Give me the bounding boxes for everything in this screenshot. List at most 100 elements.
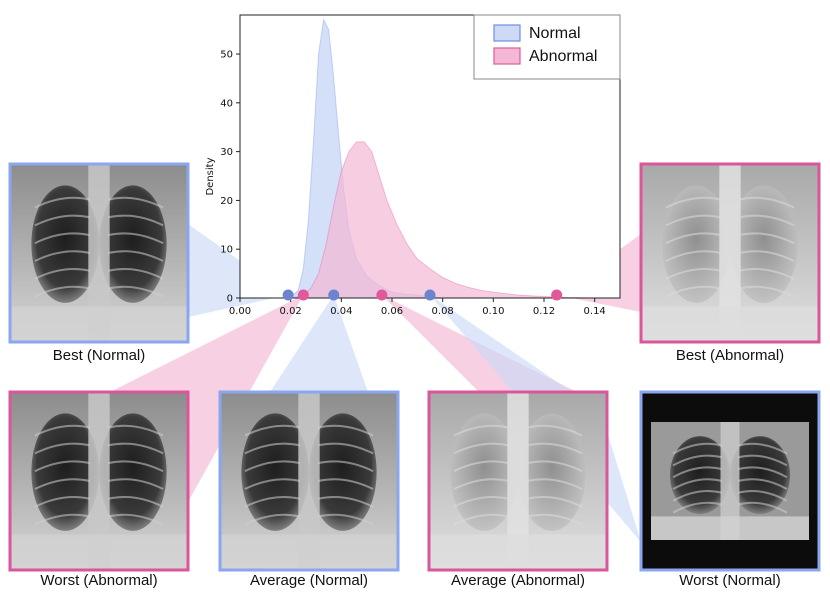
rib bbox=[665, 250, 722, 262]
rib bbox=[107, 460, 164, 473]
haze bbox=[641, 164, 819, 342]
y-tick-label: 0 bbox=[227, 294, 233, 305]
y-tick-label: 50 bbox=[220, 50, 233, 61]
abdomen bbox=[10, 534, 188, 570]
rib bbox=[665, 196, 722, 209]
rib bbox=[107, 424, 164, 437]
abdomen bbox=[641, 306, 819, 342]
rib bbox=[453, 424, 510, 437]
marker-normal bbox=[328, 289, 340, 301]
rib bbox=[34, 496, 91, 508]
rib bbox=[317, 478, 374, 490]
spine bbox=[719, 164, 741, 342]
rib bbox=[34, 460, 91, 473]
thumbnail-border bbox=[218, 390, 400, 572]
thumbnail-border bbox=[8, 162, 190, 344]
thumbnail-border bbox=[427, 390, 609, 572]
rib bbox=[453, 460, 510, 473]
x-tick-label: 0.00 bbox=[229, 306, 251, 317]
caption-best-abnormal: Best (Abnormal) bbox=[675, 347, 785, 364]
rib bbox=[738, 285, 795, 298]
rib bbox=[737, 442, 788, 455]
rib bbox=[107, 285, 164, 298]
rib bbox=[244, 478, 301, 490]
marker-abnormal bbox=[551, 289, 563, 301]
rib bbox=[34, 442, 91, 455]
rib bbox=[737, 501, 788, 514]
caption-worst-abnormal: Worst (Abnormal) bbox=[40, 572, 158, 589]
rib bbox=[244, 442, 301, 455]
thumbnail-average-abnormal bbox=[427, 390, 609, 572]
rib bbox=[34, 214, 91, 227]
marker-normal bbox=[282, 289, 294, 301]
x-tick-label: 0.04 bbox=[330, 306, 352, 317]
rib bbox=[107, 196, 164, 209]
rib bbox=[665, 214, 722, 227]
xray-thumbnails bbox=[8, 162, 821, 572]
abdomen bbox=[429, 534, 607, 570]
spine bbox=[720, 422, 740, 540]
rib bbox=[526, 496, 583, 508]
thumbnail-border bbox=[8, 390, 190, 572]
rib bbox=[244, 496, 301, 508]
rib bbox=[737, 454, 788, 467]
rib bbox=[34, 424, 91, 437]
abdomen bbox=[651, 516, 809, 540]
x-tick-label: 0.06 bbox=[381, 306, 403, 317]
y-tick-label: 30 bbox=[220, 147, 233, 158]
wedge-average-abnormal bbox=[381, 295, 577, 392]
rib bbox=[244, 460, 301, 473]
legend-label-normal: Normal bbox=[529, 25, 581, 42]
rib bbox=[738, 268, 795, 280]
y-tick-label: 20 bbox=[220, 196, 233, 207]
rib bbox=[244, 513, 301, 526]
rib bbox=[34, 232, 91, 245]
rib bbox=[665, 268, 722, 280]
haze bbox=[429, 392, 607, 570]
rib bbox=[317, 460, 374, 473]
rib bbox=[34, 196, 91, 209]
x-tick-label: 0.02 bbox=[280, 306, 302, 317]
rib bbox=[107, 496, 164, 508]
rib bbox=[107, 268, 164, 280]
rib bbox=[317, 442, 374, 455]
legend-label-abnormal: Abnormal bbox=[529, 48, 597, 65]
rib bbox=[107, 232, 164, 245]
y-axis-label: Density bbox=[205, 157, 216, 195]
rib bbox=[526, 478, 583, 490]
thumbnail-border bbox=[639, 162, 821, 344]
caption-worst-normal: Worst (Normal) bbox=[679, 572, 781, 589]
rib bbox=[738, 196, 795, 209]
rib bbox=[737, 466, 788, 479]
abdomen bbox=[220, 534, 398, 570]
spine bbox=[507, 392, 529, 570]
density-area-abnormal bbox=[290, 141, 595, 299]
rib bbox=[738, 232, 795, 245]
rib bbox=[244, 424, 301, 437]
rib bbox=[317, 513, 374, 526]
thumbnail-worst-abnormal bbox=[8, 390, 190, 572]
rib bbox=[737, 490, 788, 502]
rib bbox=[672, 501, 723, 514]
x-tick-label: 0.10 bbox=[482, 306, 504, 317]
abdomen bbox=[10, 306, 188, 342]
rib bbox=[526, 513, 583, 526]
rib bbox=[738, 250, 795, 262]
rib bbox=[453, 442, 510, 455]
y-tick-label: 40 bbox=[220, 98, 233, 109]
thumbnail-best-normal bbox=[8, 162, 190, 344]
spine bbox=[88, 392, 110, 570]
rib bbox=[665, 285, 722, 298]
rib bbox=[317, 424, 374, 437]
thumbnail-border bbox=[639, 390, 821, 572]
rib bbox=[737, 478, 788, 490]
rib bbox=[34, 285, 91, 298]
rib bbox=[107, 442, 164, 455]
rib bbox=[34, 250, 91, 262]
rib bbox=[672, 478, 723, 490]
density-plot: 0.00 0.02 0.04 0.06 0.08 0.10 0.12 0.14 0 10 20 30 4… bbox=[205, 14, 621, 317]
rib bbox=[107, 513, 164, 526]
legend-swatch-normal bbox=[493, 24, 521, 42]
rib bbox=[107, 478, 164, 490]
